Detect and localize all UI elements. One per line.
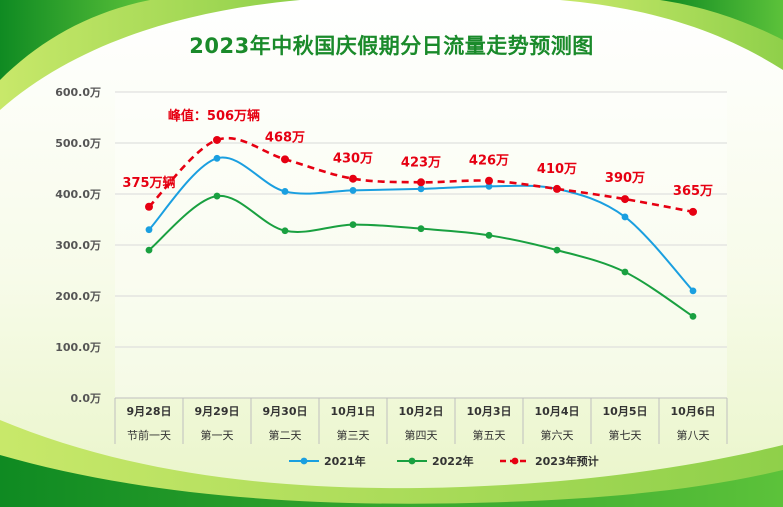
data-point	[349, 174, 357, 183]
legend: 2021年 2022年 2023年预计	[289, 454, 599, 468]
data-point	[145, 202, 153, 211]
y-tick-label: 100.0万	[55, 341, 101, 354]
x-tick-date: 10月3日	[467, 405, 512, 418]
x-tick-day: 第七天	[609, 428, 642, 442]
data-label: 365万	[673, 184, 713, 199]
data-point	[145, 226, 153, 234]
data-point	[689, 313, 697, 320]
x-tick-date: 10月5日	[603, 405, 648, 418]
legend-label: 2023年预计	[535, 454, 599, 468]
x-tick-date: 10月2日	[399, 405, 444, 418]
x-tick-day: 第六天	[541, 428, 574, 442]
y-tick-label: 500.0万	[55, 137, 101, 150]
legend-label: 2021年	[324, 454, 366, 468]
data-point	[213, 192, 221, 200]
series-line-2023	[148, 137, 694, 214]
x-tick-date: 10月4日	[535, 405, 580, 418]
data-point	[145, 246, 153, 254]
x-tick-day: 第三天	[337, 428, 370, 442]
data-point	[621, 195, 629, 204]
data-label: 410万	[537, 162, 577, 177]
y-axis-ticks: 0.0万 100.0万 200.0万 300.0万 400.0万 500.0万 600.0万	[55, 86, 101, 405]
x-tick-date: 9月28日	[127, 405, 172, 418]
data-point	[689, 287, 697, 295]
data-label: 468万	[265, 130, 305, 145]
data-point	[553, 184, 561, 193]
data-point	[349, 221, 357, 229]
data-point	[485, 231, 493, 239]
data-point	[349, 187, 357, 194]
x-tick-day: 第五天	[473, 428, 506, 442]
series-points	[145, 135, 697, 320]
legend-marker	[300, 457, 308, 465]
legend-marker	[511, 457, 519, 465]
x-tick-date: 10月1日	[331, 405, 376, 418]
data-point	[281, 227, 289, 235]
data-point	[689, 207, 697, 216]
x-tick-date: 9月30日	[263, 405, 308, 418]
x-tick-day: 节前一天	[127, 428, 171, 442]
legend-label: 2022年	[432, 454, 474, 468]
x-tick-day: 第一天	[201, 428, 234, 442]
data-point	[281, 188, 289, 195]
x-tick-day: 第八天	[677, 428, 710, 442]
data-point	[621, 268, 629, 276]
data-point	[553, 246, 561, 254]
data-label: 峰值：506万辆	[168, 108, 260, 124]
data-point	[213, 135, 221, 144]
data-label: 426万	[469, 154, 509, 169]
data-point	[281, 155, 289, 164]
data-point	[213, 154, 221, 162]
chart-title: 2023年中秋国庆假期分日流量走势预测图	[189, 34, 594, 58]
data-point	[417, 178, 425, 187]
x-tick-day: 第二天	[269, 428, 302, 442]
data-point	[417, 225, 425, 233]
x-tick-date: 10月6日	[671, 405, 716, 418]
data-labels: 375万辆 峰值：506万辆 468万 430万 423万 426万 410万 390万 365…	[122, 108, 713, 199]
data-label: 375万辆	[122, 175, 175, 191]
legend-marker	[408, 457, 416, 465]
y-tick-label: 600.0万	[55, 86, 101, 99]
y-tick-label: 200.0万	[55, 290, 101, 303]
data-label: 430万	[333, 152, 373, 167]
data-label: 390万	[605, 171, 645, 186]
x-tick-day: 第四天	[405, 428, 438, 442]
data-point	[621, 213, 629, 221]
data-point	[485, 182, 493, 190]
data-label: 423万	[401, 155, 441, 170]
x-tick-date: 9月29日	[195, 405, 240, 418]
x-axis-category-table: 9月28日 9月29日 9月30日 10月1日 10月2日 10月3日 10月4日 10月5日…	[114, 397, 728, 444]
data-point	[417, 185, 425, 193]
y-tick-label: 0.0万	[71, 392, 102, 405]
y-tick-label: 400.0万	[55, 188, 101, 201]
data-point	[485, 176, 493, 185]
y-tick-label: 300.0万	[55, 239, 101, 252]
